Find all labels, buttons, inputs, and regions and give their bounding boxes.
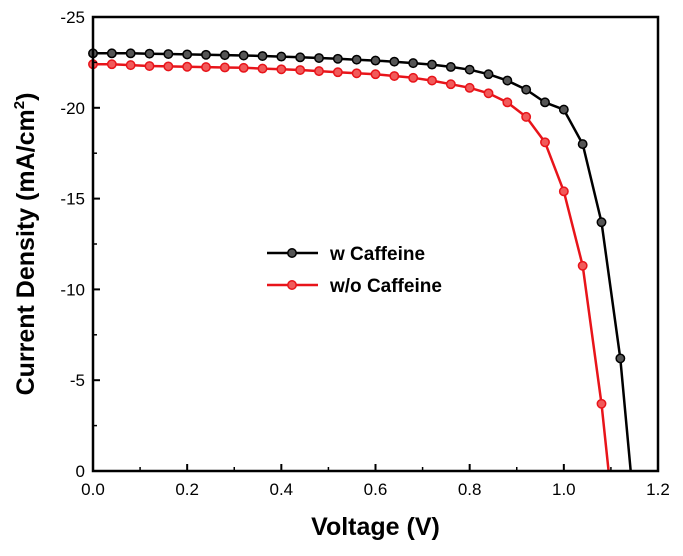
data-point (445, 61, 456, 72)
data-point (351, 68, 362, 79)
data-point (201, 49, 211, 60)
data-point (521, 111, 532, 122)
data-point (502, 75, 513, 86)
plot-frame (91, 15, 660, 473)
data-point (408, 58, 419, 69)
data-point (577, 260, 588, 271)
y-tick-label: -25 (60, 8, 85, 27)
data-point (238, 50, 249, 61)
data-point (558, 186, 569, 197)
data-point (106, 59, 117, 70)
x-tick-label: 1.2 (646, 480, 670, 499)
y-tick-label: -20 (60, 99, 85, 118)
data-point (483, 69, 494, 80)
data-point (502, 97, 513, 108)
data-point (540, 97, 550, 108)
legend-marker-1 (287, 248, 297, 258)
data-point (427, 75, 437, 86)
x-tick-label: 1.0 (552, 480, 576, 499)
data-point (464, 82, 475, 93)
plot-layer (88, 48, 632, 472)
y-axis-title-close: ) (12, 93, 40, 101)
data-point (558, 104, 569, 115)
data-point (389, 56, 400, 67)
data-point (521, 84, 532, 95)
y-axis-title: Current Density (mA/cm2) (11, 93, 40, 396)
x-tick-label: 0.6 (364, 480, 388, 499)
x-tick-label: 0.0 (81, 480, 105, 499)
y-axis-title-main: Current Density (mA/cm (12, 109, 40, 395)
legend-label-2: w/o Caffeine (329, 276, 442, 297)
x-axis-title: Voltage (V) (311, 513, 440, 541)
data-point (314, 66, 324, 77)
x-tick-label: 0.2 (175, 480, 199, 499)
data-point (163, 49, 174, 59)
data-point (314, 53, 324, 63)
data-point (163, 61, 174, 72)
data-point (219, 50, 230, 61)
legend-label-1: w Caffeine (329, 244, 425, 265)
data-point (577, 139, 588, 150)
data-point (370, 55, 381, 66)
data-point (182, 61, 193, 72)
data-point (219, 62, 230, 73)
data-point (464, 64, 475, 75)
y-tick-label: -15 (60, 190, 85, 209)
data-point (483, 88, 494, 99)
data-point (182, 49, 193, 60)
data-point (332, 67, 343, 78)
data-point (295, 65, 306, 75)
y-axis-title-superscript: 2 (11, 101, 28, 109)
data-point (125, 60, 136, 71)
x-tick-label: 0.4 (270, 480, 294, 499)
data-point (257, 63, 268, 74)
data-point (201, 62, 211, 73)
y-tick-label: 0 (76, 462, 85, 481)
data-point (540, 137, 550, 148)
data-point (389, 71, 400, 81)
y-tick-label: -5 (70, 371, 85, 390)
data-point (276, 64, 287, 75)
legend: w Caffeine w/o Caffeine (267, 244, 442, 297)
series-line-2 (93, 62, 610, 472)
data-point (125, 48, 136, 59)
tick-layer: 0.0 0.2 0.4 0.6 0.8 1.0 1.2 -25 -20 -15 -10 -5 0 (60, 8, 669, 499)
data-point (257, 51, 268, 61)
data-point (615, 353, 626, 364)
data-point (238, 62, 249, 73)
data-point (351, 54, 362, 65)
y-tick-label: -10 (60, 280, 85, 299)
data-point (596, 217, 607, 228)
legend-marker-2 (287, 280, 297, 290)
data-point (408, 72, 419, 83)
data-point (144, 61, 155, 71)
data-point (144, 48, 155, 59)
x-tick-label: 0.8 (458, 480, 482, 499)
data-point (445, 79, 456, 90)
data-point (596, 398, 607, 409)
data-point (276, 51, 287, 62)
data-point (332, 53, 343, 64)
data-point (295, 52, 306, 63)
data-point (106, 48, 117, 59)
data-point (427, 59, 437, 70)
data-point (370, 69, 381, 80)
